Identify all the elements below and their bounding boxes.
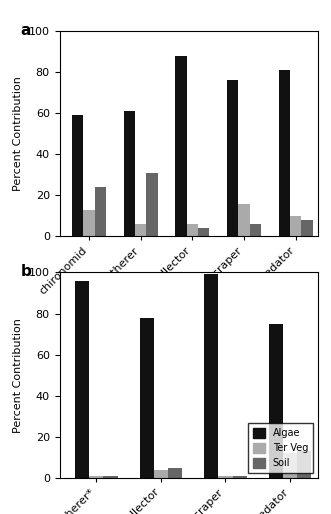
Y-axis label: Percent Contribution: Percent Contribution	[13, 76, 23, 191]
Bar	[175, 56, 187, 236]
Bar	[250, 224, 261, 236]
Bar	[72, 115, 83, 236]
Bar	[238, 204, 250, 236]
Bar	[168, 468, 182, 478]
Bar	[301, 220, 312, 236]
Bar	[104, 476, 118, 478]
Bar	[123, 111, 135, 236]
Bar	[283, 453, 297, 478]
Text: b: b	[21, 264, 32, 279]
Bar	[83, 210, 95, 236]
Bar	[146, 173, 158, 236]
Bar	[269, 324, 283, 478]
Y-axis label: Percent Contribution: Percent Contribution	[13, 318, 23, 433]
Bar	[204, 274, 218, 478]
Bar	[95, 187, 106, 236]
Bar	[218, 476, 233, 478]
Bar	[233, 476, 247, 478]
Bar	[198, 228, 209, 236]
Bar	[75, 281, 89, 478]
Bar	[278, 70, 290, 236]
Bar	[140, 318, 154, 478]
Bar	[89, 476, 104, 478]
Bar	[187, 224, 198, 236]
Text: a: a	[21, 23, 31, 38]
Legend: Algae, Ter Veg, Soil: Algae, Ter Veg, Soil	[248, 423, 313, 473]
Bar	[297, 451, 311, 478]
Bar	[290, 216, 301, 236]
Bar	[154, 470, 168, 478]
Bar	[227, 80, 238, 236]
Bar	[135, 224, 146, 236]
